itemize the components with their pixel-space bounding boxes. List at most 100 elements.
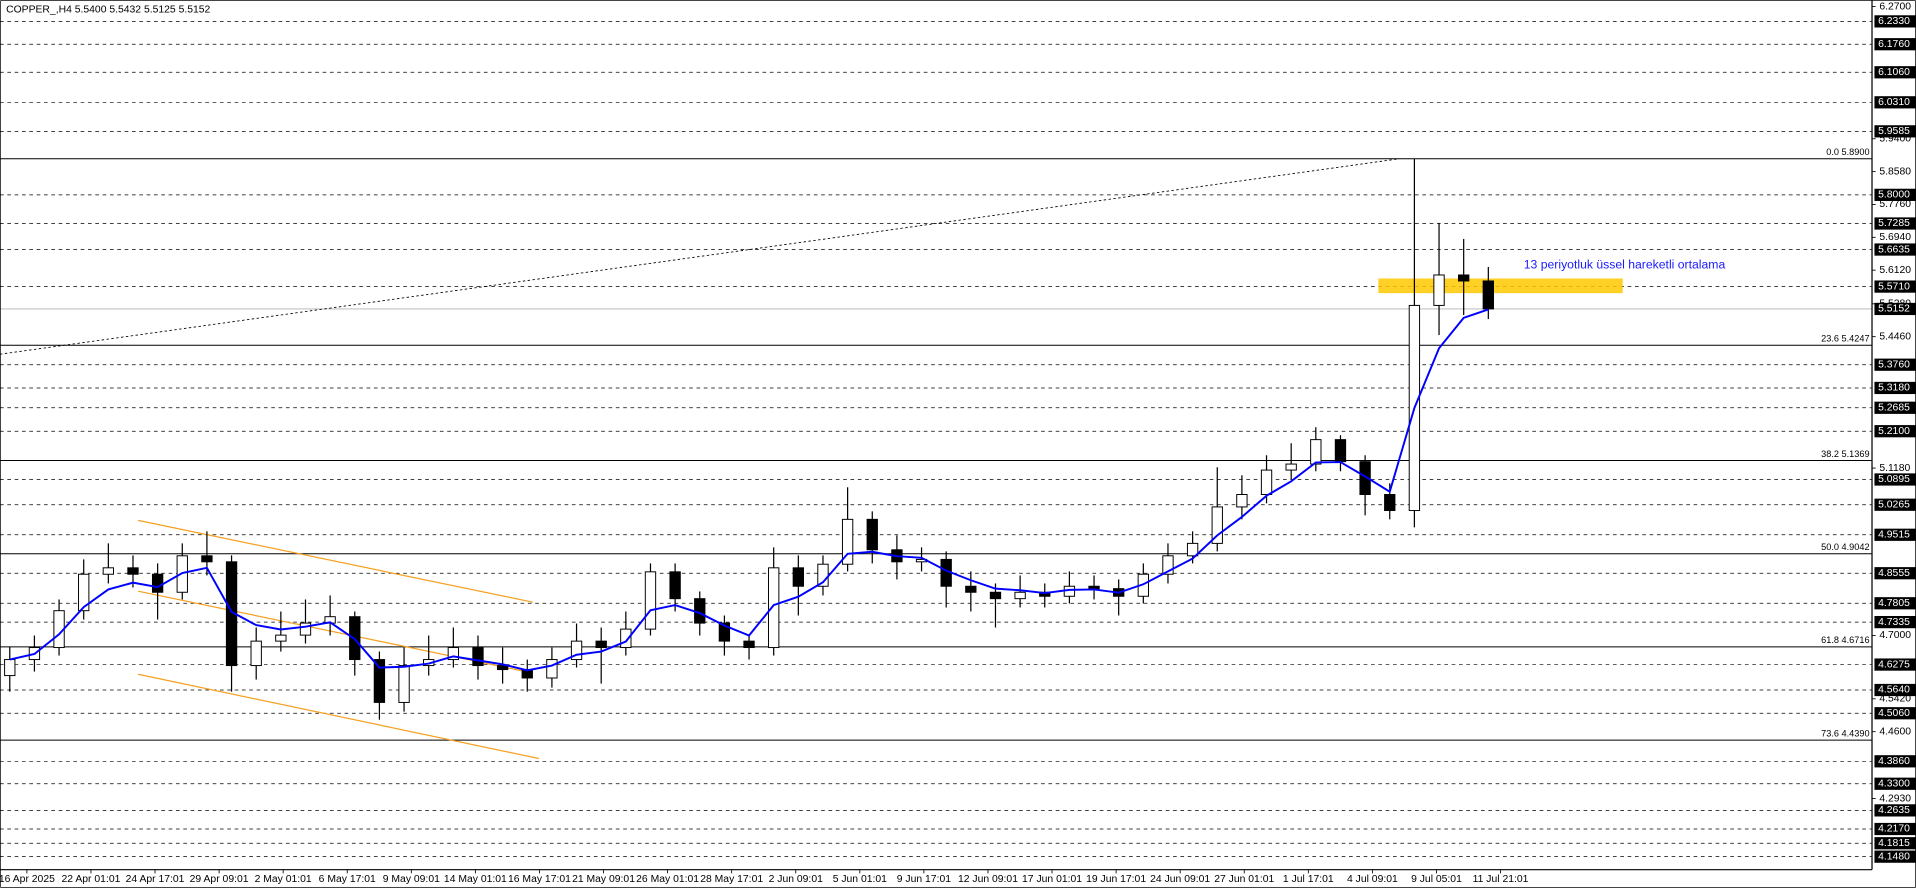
candle-body bbox=[669, 571, 681, 600]
x-tick-label: 19 Jun 17:01 bbox=[1086, 874, 1146, 885]
x-tick-label: 2 May 01:01 bbox=[255, 874, 312, 885]
level-label: 4.1480 bbox=[1878, 851, 1910, 862]
candle-body bbox=[1285, 463, 1297, 471]
x-tick-label: 9 Jun 17:01 bbox=[897, 874, 951, 885]
level-label: 5.8000 bbox=[1878, 190, 1910, 201]
candle-body bbox=[841, 518, 854, 565]
level-tag bbox=[1874, 683, 1916, 697]
level-label: 5.3180 bbox=[1878, 383, 1910, 394]
candle-body bbox=[718, 622, 731, 642]
candle-body bbox=[965, 585, 977, 593]
candle-body bbox=[201, 555, 213, 563]
candle-body bbox=[1384, 494, 1396, 512]
x-tick-label: 29 Apr 09:01 bbox=[190, 874, 249, 885]
x-tick-label: 1 Jul 17:01 bbox=[1283, 874, 1334, 885]
level-tag bbox=[1874, 280, 1916, 293]
level-tag bbox=[1874, 658, 1916, 671]
candle-body bbox=[4, 659, 16, 677]
candle-body bbox=[644, 571, 657, 630]
x-tick-label: 24 Apr 17:01 bbox=[126, 874, 185, 885]
level-tag bbox=[1874, 358, 1916, 371]
level-tag bbox=[1874, 615, 1916, 629]
level-tag bbox=[1874, 66, 1916, 79]
candle-body bbox=[866, 518, 878, 551]
level-tag bbox=[1874, 125, 1916, 138]
level-label: 4.3300 bbox=[1878, 778, 1910, 789]
fib-label: 0.0 5.8900 bbox=[1826, 147, 1869, 157]
candle-body bbox=[570, 640, 583, 661]
level-tag bbox=[1874, 38, 1916, 51]
level-tag bbox=[1874, 528, 1916, 541]
x-tick-label: 9 Jul 05:01 bbox=[1411, 874, 1462, 885]
level-label: 5.0895 bbox=[1878, 474, 1910, 485]
level-label: 6.1060 bbox=[1878, 67, 1910, 78]
candle-body bbox=[373, 659, 386, 703]
level-label: 5.7285 bbox=[1878, 218, 1910, 229]
level-tag bbox=[1874, 15, 1916, 28]
candle-body bbox=[743, 640, 755, 649]
level-label: 5.6635 bbox=[1878, 244, 1910, 255]
level-label: 4.8555 bbox=[1878, 568, 1910, 579]
candle-body bbox=[1014, 591, 1026, 600]
level-label: 4.5060 bbox=[1878, 708, 1910, 719]
level-label: 6.2330 bbox=[1878, 16, 1910, 27]
fib-label: 50.0 4.9042 bbox=[1821, 542, 1869, 552]
candle-body bbox=[595, 640, 607, 649]
ema-line bbox=[9, 308, 1489, 672]
level-label: 4.2170 bbox=[1878, 824, 1910, 835]
x-tick-label: 6 May 17:01 bbox=[319, 874, 376, 885]
annotation: 13 periyotluk üssel hareketli ortalama bbox=[1524, 257, 1726, 271]
y-tick-label: 4.7000 bbox=[1879, 630, 1911, 641]
candle-body bbox=[102, 567, 115, 575]
candle-body bbox=[275, 634, 287, 642]
x-tick-label: 12 Jun 09:01 bbox=[958, 874, 1018, 885]
level-tag bbox=[1874, 707, 1916, 720]
x-tick-label: 2 Jun 09:01 bbox=[769, 874, 823, 885]
level-label: 5.0265 bbox=[1878, 499, 1910, 510]
level-label: 5.9585 bbox=[1878, 126, 1910, 137]
candle-body bbox=[1162, 555, 1174, 575]
level-tag bbox=[1874, 837, 1916, 850]
level-tag bbox=[1874, 473, 1916, 486]
candle-body bbox=[1088, 585, 1100, 590]
level-tag bbox=[1874, 96, 1916, 109]
candle-body bbox=[620, 628, 632, 649]
y-tick-label: 5.6120 bbox=[1879, 265, 1911, 276]
candle-body bbox=[546, 659, 558, 679]
level-label: 4.1815 bbox=[1878, 838, 1910, 849]
x-tick-label: 21 May 09:01 bbox=[572, 874, 635, 885]
level-label: 5.3760 bbox=[1878, 359, 1910, 370]
candle-body bbox=[496, 665, 509, 671]
level-tag bbox=[1874, 498, 1916, 511]
candle-body bbox=[792, 567, 804, 587]
level-label: 5.2100 bbox=[1878, 426, 1910, 437]
x-tick-label: 16 May 17:01 bbox=[508, 874, 571, 885]
level-label: 4.3860 bbox=[1878, 756, 1910, 767]
candle-body bbox=[398, 665, 410, 703]
level-tag bbox=[1874, 188, 1916, 201]
level-tag bbox=[1874, 425, 1916, 438]
level-tag bbox=[1874, 850, 1916, 863]
y-tick-label: 5.1180 bbox=[1879, 463, 1910, 474]
x-tick-label: 5 Jun 01:01 bbox=[833, 874, 887, 885]
level-tag bbox=[1874, 381, 1916, 395]
x-tick-label: 26 May 01:01 bbox=[636, 874, 699, 885]
candle-body bbox=[768, 567, 780, 649]
x-tick-label: 27 Jun 01:01 bbox=[1214, 874, 1274, 885]
x-tick-label: 14 May 01:01 bbox=[444, 874, 507, 885]
fib-label: 73.6 4.4390 bbox=[1821, 728, 1869, 738]
price-tag bbox=[1874, 302, 1916, 316]
candle-body bbox=[1334, 439, 1347, 463]
level-label: 5.2685 bbox=[1878, 403, 1910, 414]
candle-body bbox=[1186, 542, 1199, 557]
x-tick-label: 16 Apr 2025 bbox=[0, 874, 55, 885]
candle-body bbox=[299, 622, 312, 636]
level-label: 4.9515 bbox=[1878, 530, 1910, 541]
chart-title: COPPER_,H4 5.5400 5.5432 5.5125 5.5152 bbox=[6, 5, 210, 16]
x-tick-label: 9 May 09:01 bbox=[383, 874, 440, 885]
level-label: 4.5640 bbox=[1878, 685, 1910, 696]
candle-body bbox=[250, 640, 262, 667]
